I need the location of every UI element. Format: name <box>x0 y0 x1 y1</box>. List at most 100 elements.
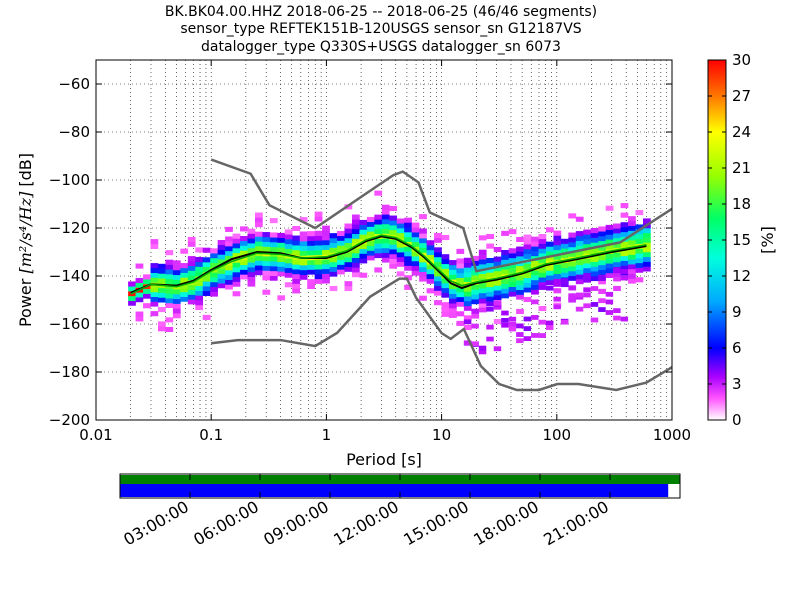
density-cell <box>299 231 308 237</box>
density-cell <box>523 296 532 303</box>
density-cell <box>396 242 405 248</box>
density-cell <box>165 288 174 294</box>
density-cell <box>240 264 248 270</box>
density-cell <box>620 269 629 274</box>
density-cell <box>434 276 442 282</box>
density-cell <box>314 278 323 284</box>
density-cell <box>635 258 644 264</box>
density-cell <box>225 265 233 271</box>
density-cell <box>545 285 554 291</box>
density-cell <box>419 262 427 268</box>
density-cell <box>202 262 211 268</box>
density-cell <box>590 286 599 291</box>
density-cell <box>165 250 174 256</box>
density-cell <box>426 269 435 275</box>
density-cell <box>538 253 547 259</box>
density-cell <box>277 266 286 272</box>
density-cell <box>605 299 614 305</box>
density-cell <box>247 281 256 287</box>
density-cell <box>620 212 629 218</box>
density-cell <box>501 259 509 265</box>
density-cell <box>381 252 390 258</box>
density-cell <box>225 255 233 261</box>
density-cell <box>456 277 465 283</box>
density-cell <box>135 277 144 284</box>
density-cell <box>344 252 353 258</box>
timeline-tick-label: 03:00:00 <box>120 497 192 549</box>
density-cell <box>434 261 442 267</box>
density-cell <box>628 230 636 236</box>
density-cell <box>329 237 338 244</box>
density-cell <box>613 285 621 292</box>
density-cell <box>210 291 218 297</box>
density-cell <box>419 247 427 253</box>
density-cell <box>635 229 644 235</box>
density-cell <box>501 278 509 284</box>
density-cell <box>613 252 621 258</box>
density-cell <box>157 287 166 293</box>
density-cell <box>456 272 465 278</box>
density-cell <box>531 275 539 281</box>
density-cell <box>396 223 405 229</box>
density-cell <box>448 298 457 304</box>
density-cell <box>269 270 278 276</box>
density-cell <box>135 282 144 288</box>
density-cell <box>307 264 315 270</box>
density-cell <box>247 247 256 254</box>
density-cell <box>538 333 546 338</box>
density-cell <box>463 300 472 307</box>
density-cell <box>225 246 233 252</box>
density-cell <box>299 245 308 251</box>
density-cell <box>531 260 539 266</box>
density-cell <box>620 265 629 271</box>
density-cell <box>598 298 606 304</box>
density-cell <box>613 308 621 314</box>
density-cell <box>568 270 577 277</box>
density-cell <box>545 275 554 281</box>
density-cell <box>620 231 629 237</box>
y-axis-ticks: −60 −80 −100 −120 −140 −160 −180 −200 <box>49 75 672 429</box>
density-cell <box>299 236 308 242</box>
density-cell <box>254 265 263 271</box>
density-cell <box>426 254 435 260</box>
density-cell <box>493 318 502 325</box>
density-cell <box>374 238 383 244</box>
density-cell <box>463 319 472 325</box>
density-cell <box>374 229 383 235</box>
density-cell <box>508 326 517 332</box>
density-cell <box>232 252 241 258</box>
density-cell <box>478 273 487 279</box>
density-cell <box>575 216 584 222</box>
density-cell <box>508 229 517 235</box>
colorbar-tick-label: 0 <box>732 411 742 429</box>
density-cell <box>135 292 144 298</box>
colorbar-tick-label: 6 <box>732 339 742 357</box>
density-cell <box>344 228 353 234</box>
density-cell <box>583 248 592 254</box>
density-cell <box>613 261 621 268</box>
density-cell <box>419 295 427 301</box>
density-cell <box>568 246 577 253</box>
timeline-tick-label: 06:00:00 <box>190 497 262 549</box>
density-cell <box>329 233 338 239</box>
density-cell <box>635 267 644 273</box>
density-cell <box>202 247 211 253</box>
density-cell <box>441 234 450 241</box>
density-cell <box>501 310 509 316</box>
density-cell <box>366 245 375 251</box>
x-axis-ticks: 0.01 0.1 1 10 100 1000 <box>79 60 691 444</box>
density-cell <box>389 205 398 212</box>
density-cell <box>471 313 480 319</box>
density-cell <box>635 262 644 268</box>
density-cell <box>344 261 353 268</box>
density-cell <box>560 243 569 249</box>
density-cell <box>128 300 136 306</box>
density-cell <box>374 190 383 196</box>
density-cell <box>620 227 629 233</box>
density-cell <box>590 232 599 238</box>
density-cell <box>508 286 517 292</box>
density-cell <box>150 296 159 302</box>
density-cell <box>351 267 360 273</box>
density-cell <box>292 225 301 232</box>
density-cell <box>598 307 606 312</box>
